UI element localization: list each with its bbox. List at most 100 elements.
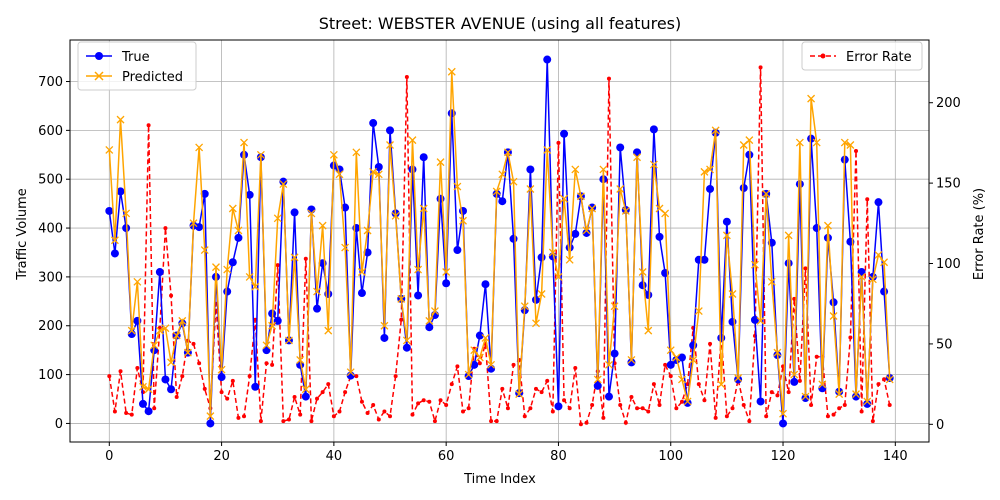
true-point xyxy=(728,317,737,326)
y2-tick-label: 100 xyxy=(936,257,961,272)
error-rate-point xyxy=(876,382,881,387)
error-rate-point xyxy=(438,398,443,403)
predicted-point xyxy=(795,138,804,147)
true-point xyxy=(801,394,810,403)
true-point xyxy=(554,402,563,411)
legend-left: True Predicted xyxy=(77,41,197,91)
error-rate-point xyxy=(567,406,572,411)
true-point xyxy=(722,217,731,226)
true-point xyxy=(200,189,209,198)
error-rate-point xyxy=(354,374,359,379)
error-rate-point xyxy=(713,415,718,420)
predicted-point xyxy=(402,336,411,345)
error-rate-point xyxy=(792,296,797,301)
plot-frame xyxy=(69,39,930,443)
error-rate-point xyxy=(500,386,505,391)
error-rate-point xyxy=(365,411,370,416)
error-rate-point xyxy=(865,197,870,202)
x-tick-label: 80 xyxy=(550,449,567,464)
y-tick-label: 100 xyxy=(38,368,63,383)
predicted-point xyxy=(526,185,535,193)
predicted-point xyxy=(565,255,574,264)
error-rate-point xyxy=(758,65,763,70)
x-axis-title: Time Index xyxy=(463,472,536,487)
true-point xyxy=(155,268,164,277)
legend-right-frame xyxy=(801,41,923,71)
error-rate-point xyxy=(573,366,578,371)
predicted-point xyxy=(706,165,714,174)
true-point xyxy=(475,331,484,340)
x-axis: 0 20 40 60 80 100 120 140 xyxy=(105,442,908,464)
predicted-point xyxy=(335,170,344,179)
error-rate-point xyxy=(118,369,123,374)
predicted-point xyxy=(509,177,518,186)
error-rate-point xyxy=(326,382,331,387)
predicted-point xyxy=(829,312,838,320)
predicted-line xyxy=(108,71,891,417)
predicted-point xyxy=(745,136,754,145)
error-rate-point xyxy=(640,406,645,411)
y2-tick-label: 150 xyxy=(936,177,961,192)
predicted-point xyxy=(363,226,372,235)
predicted-point xyxy=(649,160,658,169)
true-point xyxy=(301,392,310,401)
error-rate-point xyxy=(848,335,853,340)
true-point xyxy=(655,232,664,241)
error-rate-point xyxy=(505,406,510,411)
y2-tick-label: 50 xyxy=(936,337,953,352)
error-rate-point xyxy=(702,398,707,403)
error-rate-point xyxy=(623,420,628,425)
error-rate-point xyxy=(286,417,291,422)
true-point xyxy=(689,341,698,350)
error-rate-point xyxy=(382,409,387,414)
error-rate-point xyxy=(668,374,673,379)
true-point xyxy=(756,397,765,406)
true-point xyxy=(206,419,215,428)
predicted-point xyxy=(268,321,277,330)
x-tick-label: 120 xyxy=(771,449,796,464)
predicted-point xyxy=(301,385,310,394)
error-rate-point xyxy=(528,406,533,411)
true-point xyxy=(880,287,889,296)
true-point xyxy=(425,323,434,332)
y2-tick-label: 0 xyxy=(936,418,944,433)
error-rate-point xyxy=(410,412,415,417)
predicted-point xyxy=(139,382,147,391)
predicted-point xyxy=(234,226,243,235)
true-point xyxy=(234,233,243,242)
predicted-point xyxy=(728,290,737,298)
error-rate-point xyxy=(606,76,611,81)
error-rate-point xyxy=(842,403,847,408)
error-rate-point xyxy=(219,390,224,395)
predicted-point xyxy=(183,348,192,357)
error-rate-point xyxy=(416,401,421,406)
y-axis-title: Traffic Volume xyxy=(15,188,30,281)
error-rate-point xyxy=(769,390,774,395)
legend-true-marker xyxy=(95,52,103,60)
true-point xyxy=(829,298,838,307)
true-point xyxy=(442,279,451,288)
predicted-point xyxy=(212,263,220,272)
error-rate-point xyxy=(135,366,140,371)
predicted-point xyxy=(880,258,889,267)
predicted-point xyxy=(666,346,675,355)
error-rate-point xyxy=(331,414,336,419)
predicted-point xyxy=(397,294,406,303)
true-point xyxy=(290,208,299,217)
error-rate-point xyxy=(657,403,662,408)
predicted-point xyxy=(734,374,743,382)
y-tick-label: 0 xyxy=(55,417,63,432)
predicted-point xyxy=(105,145,114,154)
error-rate-point xyxy=(578,422,583,427)
true-point xyxy=(436,194,445,203)
true-point xyxy=(498,197,507,206)
error-rate-point xyxy=(343,390,348,395)
true-point xyxy=(357,289,366,298)
true-point xyxy=(588,203,597,212)
predicted-point xyxy=(846,141,855,149)
predicted-point xyxy=(627,355,636,364)
predicted-point xyxy=(661,209,670,218)
predicted-point xyxy=(683,397,692,406)
error-rate-point xyxy=(466,406,471,411)
true-point xyxy=(790,377,799,386)
